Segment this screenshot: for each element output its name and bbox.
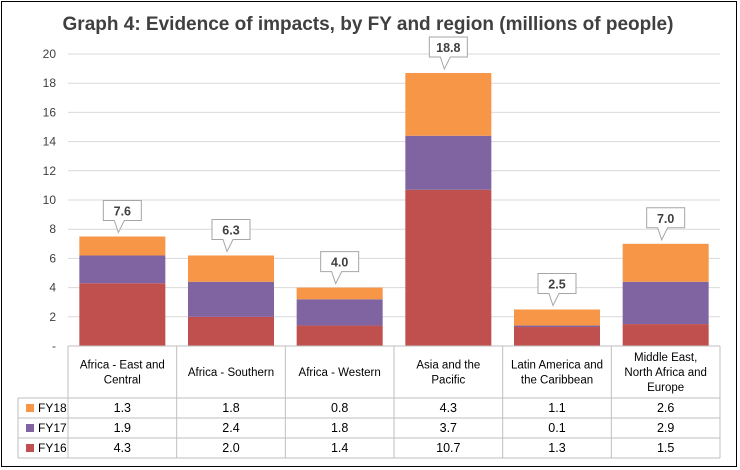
table-cell: 0.1: [548, 421, 565, 435]
table-cell: 1.9: [114, 421, 131, 435]
total-callout: 4.0: [320, 251, 360, 285]
y-tick-label: 12: [43, 164, 57, 178]
callout-box: [320, 251, 360, 285]
total-label: 7.0: [657, 212, 674, 226]
total-label: 6.3: [222, 223, 239, 237]
table-cell: 1.3: [114, 401, 131, 415]
category-label: Latin America and the Caribbean: [511, 360, 603, 387]
table-cell: 1.3: [548, 441, 565, 455]
table-cell: 2.4: [222, 421, 239, 435]
y-tick-label: 14: [43, 135, 57, 149]
legend-label: FY18: [38, 401, 67, 415]
bar-fy16: [405, 189, 492, 346]
category-label: Middle East, North Africa and Europe: [624, 352, 706, 394]
y-tick-label: 8: [49, 222, 56, 236]
legend-key-fy17: [26, 424, 34, 432]
y-tick-label: 2: [49, 310, 56, 324]
bar-fy18: [514, 309, 600, 326]
total-callout: 2.5: [537, 273, 577, 307]
total-callout: 7.0: [646, 207, 686, 242]
legend-label: FY17: [38, 421, 67, 435]
total-callouts: 7.6 6.3 4.0 18.8 2.5 7.0: [102, 36, 686, 307]
bar-fy17: [514, 325, 600, 328]
y-tick-label: 16: [43, 105, 57, 119]
category-label: Africa - Southern: [188, 367, 274, 379]
bar-fy16: [296, 325, 383, 346]
table-cell: 2.0: [222, 441, 239, 455]
table-cell: 2.6: [657, 401, 674, 415]
bar-fy18: [79, 236, 166, 256]
table-cell: 1.5: [657, 441, 674, 455]
table-cell: 4.3: [440, 401, 457, 415]
y-axis: - 2 4 6 8 10 12 14 16 18 20: [43, 47, 57, 353]
chart-title: Graph 4: Evidence of impacts, by FY and …: [63, 14, 674, 35]
table-cell: 1.8: [222, 401, 239, 415]
table-cell: 2.9: [657, 421, 674, 435]
total-callout: 7.6: [102, 200, 142, 234]
legend-key-fy16: [26, 444, 34, 452]
bar-fy18: [296, 287, 383, 300]
table-cell: 0.8: [331, 401, 348, 415]
y-tick-label: 4: [49, 281, 56, 295]
bar-fy17: [405, 135, 492, 190]
callout-box: [428, 36, 468, 71]
category-label: Africa - East and Central: [80, 360, 165, 387]
total-callout: 18.8: [428, 36, 468, 71]
total-label: 18.8: [436, 41, 460, 55]
data-table: Africa - East and Central Africa - Souther…: [17, 345, 721, 459]
callout-box: [211, 218, 251, 253]
bar-fy16: [514, 327, 600, 346]
callout-box: [537, 273, 577, 307]
total-callout: 6.3: [211, 218, 251, 253]
bar-fy18: [188, 255, 274, 282]
bars: [79, 72, 709, 346]
legend-label: FY16: [38, 441, 67, 455]
bar-fy18: [405, 72, 492, 136]
y-tick-label: 20: [43, 47, 57, 61]
y-tick-label: 10: [43, 193, 57, 207]
callout-box: [102, 200, 142, 234]
y-tick-label: -: [52, 339, 56, 353]
table-cell: 10.7: [436, 441, 460, 455]
legend-key-fy18: [26, 404, 34, 412]
bar-fy18: [622, 243, 709, 282]
bar-fy17: [296, 299, 383, 326]
table-cell: 1.1: [548, 401, 565, 415]
total-label: 2.5: [548, 278, 565, 292]
bar-fy16: [622, 324, 709, 346]
bar-fy16: [188, 316, 274, 346]
table-cell: 4.3: [114, 441, 131, 455]
category-label: Africa - Western: [299, 367, 381, 379]
gridlines: [68, 53, 720, 347]
total-label: 4.0: [331, 256, 348, 270]
callout-box: [646, 207, 686, 242]
table-cell: 1.8: [331, 421, 348, 435]
table-cell: 3.7: [440, 421, 457, 435]
bar-fy17: [79, 255, 166, 284]
y-tick-label: 18: [43, 76, 57, 90]
y-tick-label: 6: [49, 251, 56, 265]
total-label: 7.6: [114, 205, 131, 219]
table-cell: 1.4: [331, 441, 348, 455]
bar-fy16: [79, 283, 166, 346]
category-label: Asia and the Pacific: [416, 360, 480, 387]
bar-fy17: [622, 281, 709, 325]
bar-fy17: [188, 281, 274, 317]
